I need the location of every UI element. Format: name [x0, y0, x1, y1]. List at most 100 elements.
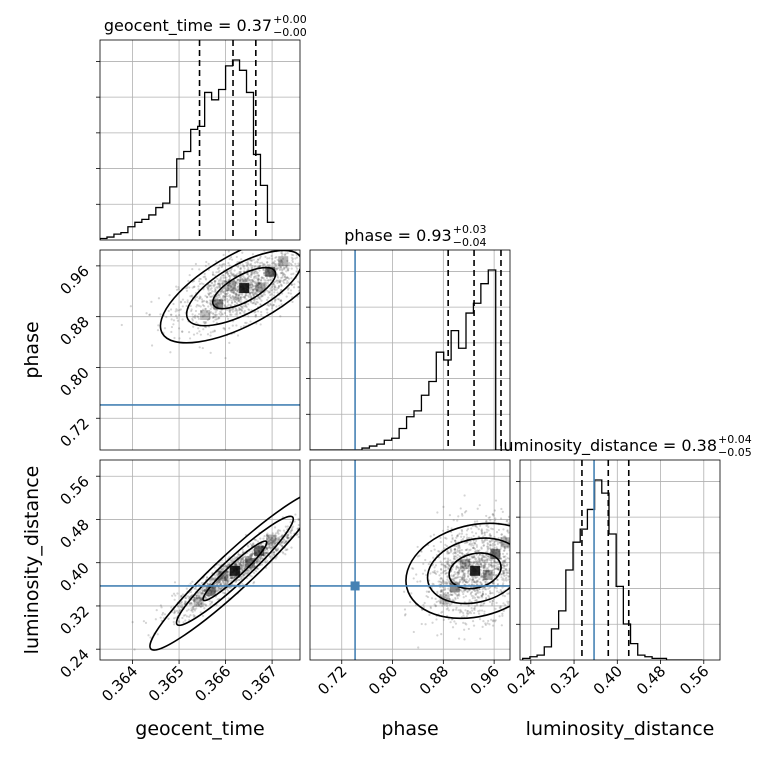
sample-point	[290, 283, 293, 287]
sample-point	[481, 604, 484, 607]
sample-point	[254, 280, 257, 283]
sample-point	[248, 278, 251, 281]
sample-point	[187, 279, 190, 283]
sample-point	[246, 558, 249, 561]
sample-point	[225, 293, 228, 296]
sample-point	[461, 576, 464, 579]
sample-point	[251, 288, 255, 291]
sample-point	[156, 633, 159, 636]
sample-point	[516, 583, 518, 585]
sample-point	[249, 283, 252, 286]
sample-point	[250, 270, 253, 274]
sample-point	[226, 580, 229, 583]
sample-point	[456, 596, 459, 600]
sample-point	[223, 567, 226, 570]
sample-point	[234, 288, 238, 291]
sample-point	[244, 565, 247, 568]
sample-point	[461, 562, 464, 565]
sample-point	[198, 590, 202, 593]
sample-point	[218, 302, 221, 305]
sample-point	[226, 576, 229, 579]
sample-point	[246, 556, 249, 559]
sample-point	[273, 526, 277, 529]
sample-point	[510, 544, 512, 546]
sample-point	[267, 279, 270, 282]
sample-point	[469, 540, 472, 543]
sample-point	[487, 516, 490, 519]
sample-point	[266, 534, 269, 537]
sample-point	[246, 273, 249, 276]
sample-point	[212, 315, 215, 318]
sample-point	[281, 274, 284, 277]
sample-point	[204, 588, 207, 591]
sample-point	[271, 289, 274, 292]
sample-point	[265, 276, 269, 280]
sample-point	[446, 561, 449, 564]
sample-point	[274, 262, 277, 266]
sample-point	[238, 311, 242, 315]
sample-point	[279, 261, 282, 264]
sample-point	[491, 600, 494, 603]
sample-point	[252, 293, 255, 296]
sample-point	[159, 604, 162, 607]
sample-point	[476, 575, 479, 579]
sample-point	[271, 285, 274, 288]
sample-point	[454, 622, 458, 625]
sample-point	[241, 278, 244, 281]
sample-point	[284, 278, 287, 281]
sample-point	[501, 612, 504, 615]
sample-point	[488, 563, 491, 566]
sample-point	[481, 560, 485, 563]
sample-point	[472, 546, 475, 550]
sample-point	[219, 568, 222, 571]
sample-point	[230, 577, 234, 580]
sample-point	[241, 548, 244, 551]
sample-point	[487, 547, 490, 550]
sample-point	[253, 272, 256, 275]
sample-point	[238, 563, 241, 566]
sample-point	[520, 560, 522, 562]
sample-point	[237, 278, 240, 281]
sample-point	[214, 287, 217, 290]
sample-point	[225, 279, 228, 282]
sample-point	[289, 532, 292, 535]
sample-point	[202, 275, 205, 279]
sample-point	[203, 607, 206, 610]
sample-point	[259, 297, 262, 301]
sample-point	[484, 578, 487, 581]
sample-point	[203, 590, 206, 593]
sample-point	[225, 574, 228, 577]
sample-point	[201, 592, 205, 595]
sample-point	[269, 546, 272, 550]
sample-point	[257, 274, 260, 277]
sample-point	[219, 583, 222, 586]
sample-point	[258, 257, 262, 260]
sample-point	[285, 265, 288, 269]
sample-point	[241, 557, 245, 560]
sample-point	[258, 296, 261, 300]
sample-point	[515, 553, 517, 555]
truth-marker	[350, 581, 360, 591]
sample-point	[268, 291, 272, 294]
sample-point	[218, 580, 221, 584]
sample-point	[487, 525, 490, 529]
sample-point	[244, 277, 247, 281]
sample-point	[203, 597, 206, 600]
sample-point	[488, 558, 491, 562]
sample-point	[472, 561, 476, 564]
sample-point	[442, 564, 445, 567]
sample-point	[255, 270, 258, 273]
sample-point	[286, 537, 289, 540]
sample-point	[250, 286, 253, 289]
sample-point	[239, 279, 242, 282]
sample-point	[229, 290, 233, 293]
sample-point	[250, 272, 253, 275]
sample-point	[175, 288, 179, 291]
sample-point	[467, 560, 470, 563]
sample-point	[259, 281, 262, 284]
sample-point	[436, 592, 439, 595]
sample-point	[489, 519, 492, 522]
sample-point	[456, 545, 459, 548]
sample-point	[269, 293, 272, 297]
sample-point	[458, 568, 461, 571]
